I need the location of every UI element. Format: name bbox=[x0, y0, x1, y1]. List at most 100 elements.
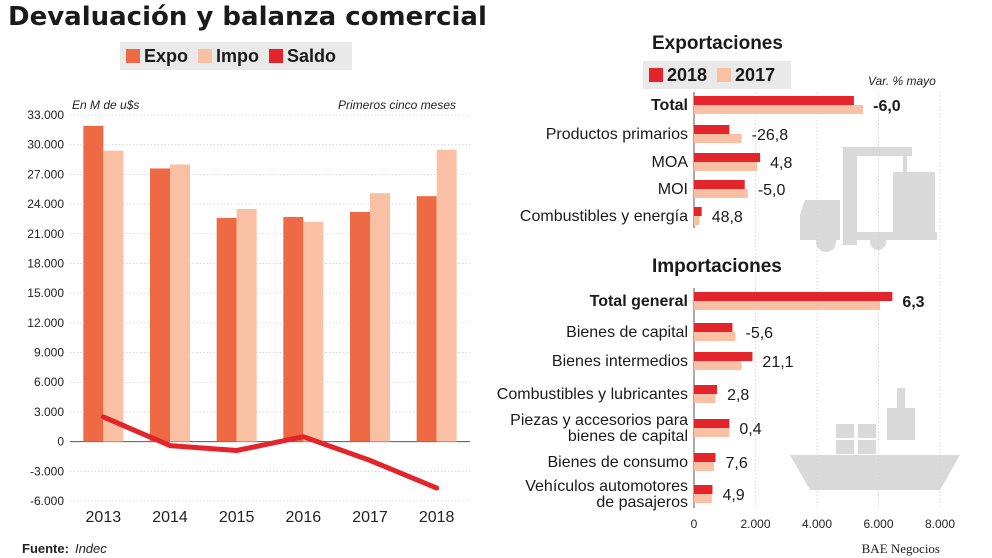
impo-bar bbox=[370, 193, 390, 442]
source-value: Indec bbox=[74, 541, 107, 556]
y-tick-label: 33.000 bbox=[27, 108, 64, 122]
bar-2018 bbox=[694, 485, 713, 494]
bar-2018 bbox=[694, 419, 730, 428]
legend-2017: 2017 bbox=[717, 65, 775, 86]
icons-layer bbox=[790, 147, 960, 490]
impo-bar bbox=[170, 164, 190, 442]
var-label: 4,8 bbox=[770, 155, 792, 172]
category-label: de pasajeros bbox=[596, 494, 688, 511]
bar-2018 bbox=[694, 323, 733, 332]
impo-bar bbox=[436, 149, 457, 442]
unit-note: En M de u$s bbox=[72, 98, 140, 112]
chart-title: Devaluación y balanza comercial bbox=[8, 2, 487, 32]
category-label: Total bbox=[651, 97, 688, 114]
legend-saldo: Saldo bbox=[269, 46, 336, 67]
expo-bar bbox=[350, 211, 370, 442]
var-label: -26,8 bbox=[752, 127, 789, 144]
category-label: Bienes de capital bbox=[566, 324, 688, 341]
category-label: Bienes de consumo bbox=[547, 454, 688, 471]
imports-title: Importaciones bbox=[652, 256, 782, 277]
right-x-axis: 0 2.000 4.000 6.000 8.000 bbox=[691, 517, 956, 531]
var-label: 2,8 bbox=[727, 387, 749, 404]
bar-2017 bbox=[694, 494, 712, 503]
forklift-truck-icon bbox=[800, 147, 937, 252]
category-label: Combustibles y energía bbox=[520, 208, 688, 225]
bar-2017 bbox=[694, 216, 700, 225]
bar-2018 bbox=[694, 153, 761, 162]
expo-bar bbox=[83, 125, 104, 442]
impo-bar bbox=[303, 221, 324, 442]
x-tick-label: 0 bbox=[691, 517, 698, 531]
bar-2018 bbox=[694, 385, 718, 394]
y-tick-label: 9.000 bbox=[34, 346, 64, 360]
category-label: Bienes intermedios bbox=[552, 353, 688, 370]
left-y-axis: -6.000 -3.000 0 3.000 6.000 9.000 12.000 15.000… bbox=[27, 108, 64, 508]
bar-2017 bbox=[694, 462, 714, 471]
credit: BAE Negocios bbox=[861, 541, 940, 556]
y-tick-label: -6.000 bbox=[30, 494, 64, 508]
category-label: MOA bbox=[652, 154, 689, 171]
category-label: Total general bbox=[590, 293, 688, 310]
left-bars bbox=[83, 125, 457, 442]
x-tick-label: 2013 bbox=[86, 509, 122, 526]
saldo-line bbox=[100, 414, 440, 491]
y-tick-label: 0 bbox=[57, 435, 64, 449]
legend-expo-label: Expo bbox=[144, 45, 189, 66]
category-label: Vehículos automotores bbox=[525, 478, 688, 495]
var-note: Var. % mayo bbox=[868, 74, 936, 88]
legend-2018-label: 2018 bbox=[667, 64, 708, 85]
legend-2018-swatch bbox=[649, 68, 663, 82]
bar-2017 bbox=[694, 134, 742, 143]
bar-2017 bbox=[694, 428, 730, 437]
left-x-axis: 2013 2014 2015 2016 2017 2018 bbox=[86, 509, 455, 526]
legend-saldo-label: Saldo bbox=[287, 45, 337, 66]
legend-expo: Expo bbox=[126, 46, 188, 67]
bar-2018 bbox=[694, 180, 745, 189]
category-label: Productos primarios bbox=[546, 126, 688, 143]
main-legend: Expo Impo Saldo bbox=[120, 42, 353, 70]
x-tick-label: 2017 bbox=[352, 509, 388, 526]
x-tick-label: 2018 bbox=[419, 509, 455, 526]
y-tick-label: 12.000 bbox=[27, 316, 64, 330]
var-label: -6,0 bbox=[873, 98, 901, 115]
var-label: -5,6 bbox=[746, 325, 774, 342]
bar-2017 bbox=[694, 162, 758, 171]
bar-2017 bbox=[694, 361, 742, 370]
bar-2017 bbox=[694, 189, 748, 198]
legend-impo-swatch bbox=[198, 49, 213, 63]
legend-impo-label: Impo bbox=[216, 45, 260, 66]
y-tick-label: 27.000 bbox=[27, 167, 64, 181]
period-note: Primeros cinco meses bbox=[338, 98, 457, 112]
exports-title: Exportaciones bbox=[652, 33, 783, 54]
var-label: -5,0 bbox=[758, 182, 786, 199]
y-tick-label: -3.000 bbox=[30, 464, 64, 478]
legend-saldo-swatch bbox=[269, 49, 284, 63]
expo-bar bbox=[416, 196, 437, 442]
source: Fuente: Indec bbox=[22, 541, 107, 556]
var-label: 0,4 bbox=[739, 421, 761, 438]
x-tick-label: 6.000 bbox=[863, 517, 893, 531]
expo-bar bbox=[283, 216, 304, 442]
bar-2017 bbox=[694, 301, 881, 310]
bar-2018 bbox=[694, 125, 730, 134]
y-tick-label: 24.000 bbox=[27, 197, 64, 211]
category-label: Combustibles y lubricantes bbox=[497, 386, 688, 403]
var-label: 6,3 bbox=[902, 294, 924, 311]
bar-2018 bbox=[694, 207, 702, 216]
x-tick-label: 2015 bbox=[219, 509, 255, 526]
var-label: 21,1 bbox=[762, 354, 793, 371]
expo-bar bbox=[150, 168, 170, 442]
var-label: 4,9 bbox=[722, 487, 744, 504]
left-grid bbox=[70, 114, 470, 502]
imports-bars: Total general 6,3 Bienes de capital -5,6 Bie… bbox=[497, 292, 925, 511]
exports-legend: 2018 2017 bbox=[643, 61, 792, 89]
legend-2017-swatch bbox=[717, 68, 732, 82]
y-tick-label: 6.000 bbox=[34, 375, 64, 389]
y-tick-label: 30.000 bbox=[27, 138, 64, 152]
legend-2018: 2018 bbox=[649, 65, 707, 86]
bar-2018 bbox=[694, 292, 893, 301]
x-tick-label: 4.000 bbox=[802, 517, 832, 531]
expo-bar bbox=[216, 217, 237, 442]
y-tick-label: 18.000 bbox=[27, 256, 64, 270]
